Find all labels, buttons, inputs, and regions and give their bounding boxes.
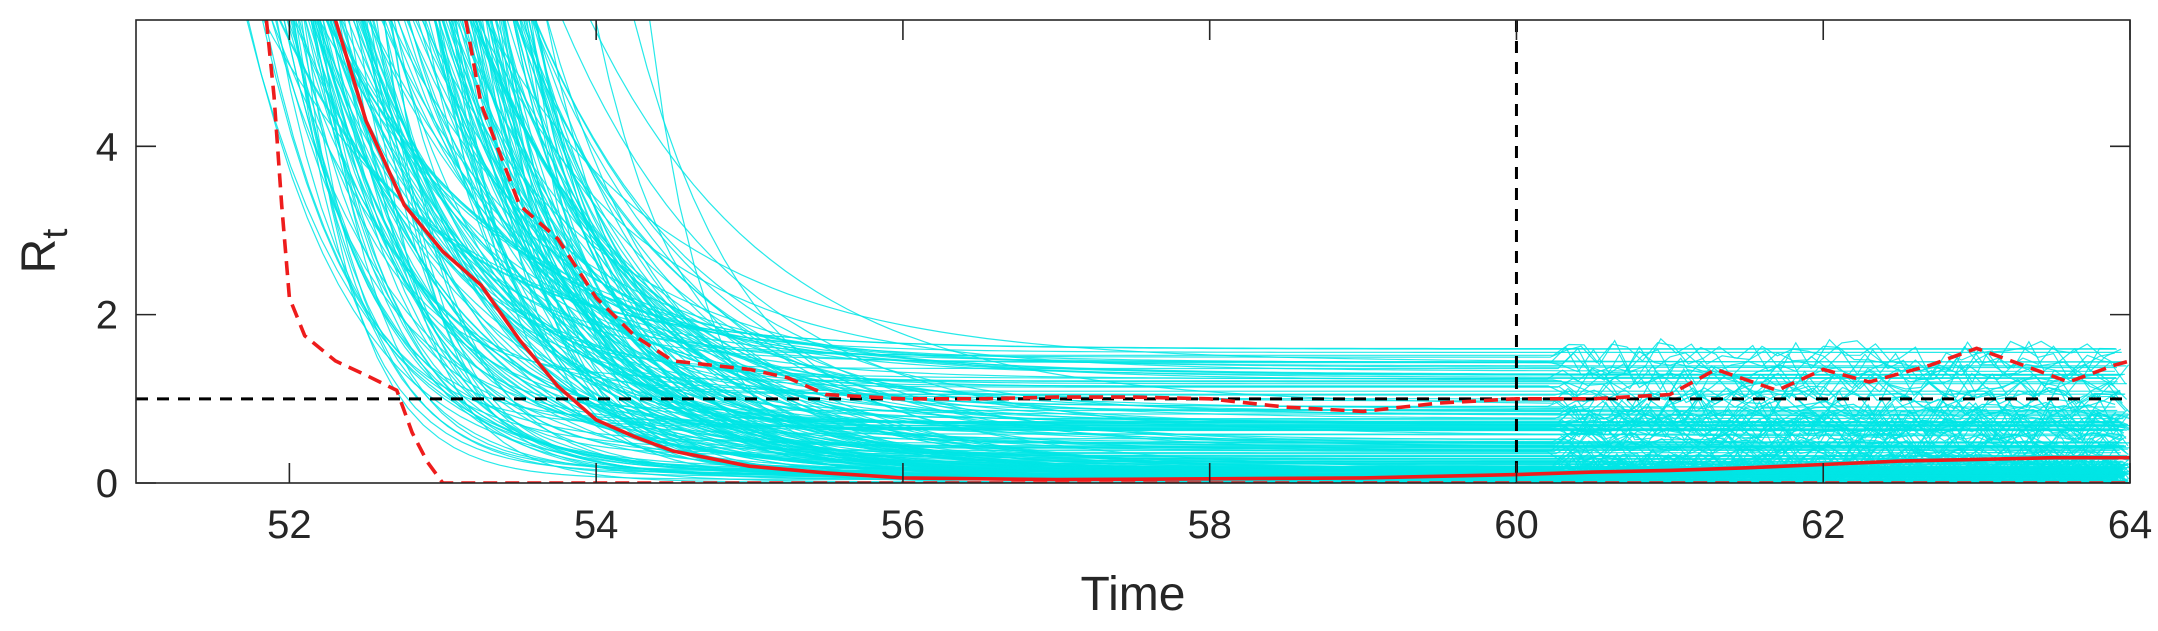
sample-line-83 bbox=[304, 20, 2130, 399]
sample-line-183 bbox=[466, 20, 2123, 424]
sample-line-201 bbox=[448, 20, 2118, 443]
sample-line-166 bbox=[329, 20, 2122, 467]
sample-line-195 bbox=[500, 20, 2126, 404]
y-axis-ticks: 0 2 4 bbox=[96, 125, 2130, 506]
sample-line-150 bbox=[363, 20, 2126, 475]
sample-line-190 bbox=[478, 20, 2118, 430]
sample-line-193 bbox=[504, 20, 2130, 442]
x-axis-title: Time bbox=[1081, 568, 1186, 621]
x-tick-label-58: 58 bbox=[1187, 503, 1232, 547]
y-tick-label-2: 2 bbox=[96, 294, 118, 338]
sample-line-20 bbox=[412, 20, 2128, 432]
sample-line-175 bbox=[339, 20, 2117, 379]
sample-line-157 bbox=[276, 20, 2117, 443]
x-tick-label-54: 54 bbox=[574, 503, 619, 547]
sample-line-160 bbox=[463, 20, 2119, 460]
sample-line-163 bbox=[331, 20, 2124, 448]
sample-line-215 bbox=[528, 20, 2123, 431]
y-axis-title-subscript: t bbox=[34, 229, 75, 239]
sample-line-218 bbox=[291, 20, 2117, 477]
plot-frame bbox=[135, 19, 2131, 484]
x-axis-ticks: 52 54 56 58 60 62 64 bbox=[267, 20, 2152, 547]
lower-bound-line bbox=[264, 20, 2130, 483]
upper-bound-line bbox=[464, 20, 2130, 414]
sample-line-100 bbox=[438, 20, 2125, 395]
y-tick-label-0: 0 bbox=[96, 462, 118, 506]
x-tick-label-62: 62 bbox=[1801, 503, 1846, 547]
sample-line-219 bbox=[489, 20, 2130, 474]
sample-line-212 bbox=[441, 20, 2127, 385]
sample-line-185 bbox=[319, 20, 2128, 425]
x-tick-label-60: 60 bbox=[1494, 503, 1539, 547]
sample-line-205 bbox=[485, 20, 2124, 446]
sample-line-44 bbox=[469, 20, 2124, 420]
sample-line-191 bbox=[369, 20, 2130, 425]
sample-line-169 bbox=[287, 20, 2127, 461]
y-axis-title-main: R bbox=[13, 239, 66, 274]
sample-line-197 bbox=[298, 20, 2123, 412]
sample-line-118 bbox=[326, 20, 2117, 369]
y-axis-title: Rt bbox=[13, 229, 75, 274]
x-tick-label-52: 52 bbox=[267, 503, 312, 547]
sample-line-181 bbox=[406, 20, 2122, 376]
sample-line-184 bbox=[274, 20, 2130, 446]
sample-line-188 bbox=[516, 20, 2125, 442]
x-tick-label-64: 64 bbox=[2108, 503, 2153, 547]
sample-line-82 bbox=[477, 20, 2115, 372]
x-tick-label-56: 56 bbox=[881, 503, 926, 547]
sample-line-155 bbox=[495, 20, 2120, 460]
reference-lines bbox=[136, 20, 2130, 483]
sample-trajectories bbox=[246, 20, 2130, 483]
y-tick-label-4: 4 bbox=[96, 125, 118, 169]
